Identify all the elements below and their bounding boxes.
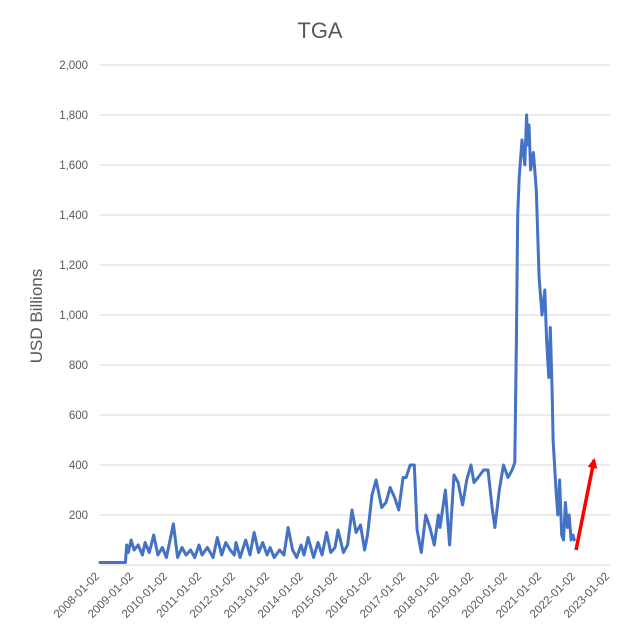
annotation-layer (574, 458, 598, 551)
y-tick-label: 600 (69, 410, 88, 422)
y-axis-ticks: 200 400 600 800 1,000 1,200 1,400 1,600 1,800 2,0… (59, 60, 88, 522)
series-layer (98, 113, 576, 564)
y-tick-label: 200 (69, 510, 88, 522)
y-tick-label: 2,000 (59, 60, 88, 72)
tga-series-line (98, 113, 576, 564)
y-tick-label: 400 (69, 460, 88, 472)
y-axis-label: USD Billions (27, 269, 46, 363)
y-tick-label: 800 (69, 360, 88, 372)
y-tick-label: 1,400 (59, 210, 88, 222)
x-axis-ticks: 2008-01-022009-01-022010-01-022011-01-02… (52, 571, 612, 621)
chart-title: TGA (297, 18, 343, 43)
red-arrow-annotation (574, 458, 598, 551)
y-tick-label: 1,000 (59, 310, 88, 322)
y-tick-label: 1,200 (59, 260, 88, 272)
y-tick-label: 1,600 (59, 160, 88, 172)
y-tick-label: 1,800 (59, 110, 88, 122)
gridlines (100, 64, 610, 566)
